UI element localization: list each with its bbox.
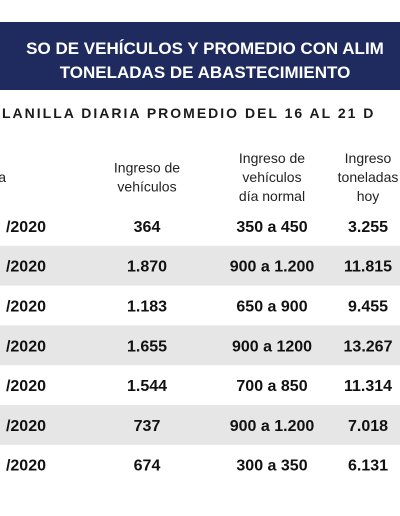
cell: 9.455: [348, 299, 388, 316]
cell: 1.655: [127, 338, 167, 355]
row-band: [0, 245, 400, 286]
cell: 11.314: [344, 378, 392, 395]
column-header: Ingreso: [345, 150, 392, 166]
cell: 737: [134, 418, 161, 435]
cell: 7.018: [348, 418, 388, 435]
column-header: día normal: [239, 188, 305, 204]
cell: 674: [134, 458, 161, 475]
column-header: toneladas: [338, 169, 399, 185]
cell: 350 a 450: [236, 219, 307, 236]
title-line: TONELADAS DE ABASTECIMIENTO: [60, 63, 351, 82]
cell: 11.815: [344, 259, 392, 276]
cell: /2020: [6, 418, 46, 435]
cell: 900 a 1200: [232, 338, 312, 355]
title-band: [0, 22, 400, 90]
cell: /2020: [6, 259, 46, 276]
subtitle: LANILLA DIARIA PROMEDIO DEL 16 AL 21 D: [2, 105, 375, 121]
cell: 364: [134, 219, 161, 236]
row-band: [0, 405, 400, 445]
cell: 650 a 900: [236, 299, 307, 316]
column-header: hoy: [357, 188, 380, 204]
title-line: SO DE VEHÍCULOS Y PROMEDIO CON ALIM: [26, 39, 384, 58]
cell: 900 a 1.200: [230, 418, 315, 435]
column-header: Ingreso de: [239, 150, 305, 166]
cell: 13.267: [344, 338, 393, 355]
cell: 300 a 350: [236, 458, 307, 475]
cell: /2020: [6, 378, 46, 395]
cell: 1.183: [127, 299, 167, 316]
cell: /2020: [6, 219, 46, 236]
column-header: vehículos: [117, 179, 176, 195]
cell: /2020: [6, 299, 46, 316]
column-header: a: [0, 169, 6, 185]
row-band: [0, 325, 400, 366]
column-header: vehículos: [242, 169, 301, 185]
cell: 1.544: [127, 378, 167, 395]
cell: 1.870: [127, 259, 167, 276]
cell: 700 a 850: [236, 378, 307, 395]
cell: /2020: [6, 338, 46, 355]
cell: 900 a 1.200: [230, 259, 315, 276]
column-header: Ingreso de: [114, 160, 180, 176]
cell: 6.131: [348, 458, 388, 475]
cell: /2020: [6, 458, 46, 475]
cell: 3.255: [348, 219, 388, 236]
